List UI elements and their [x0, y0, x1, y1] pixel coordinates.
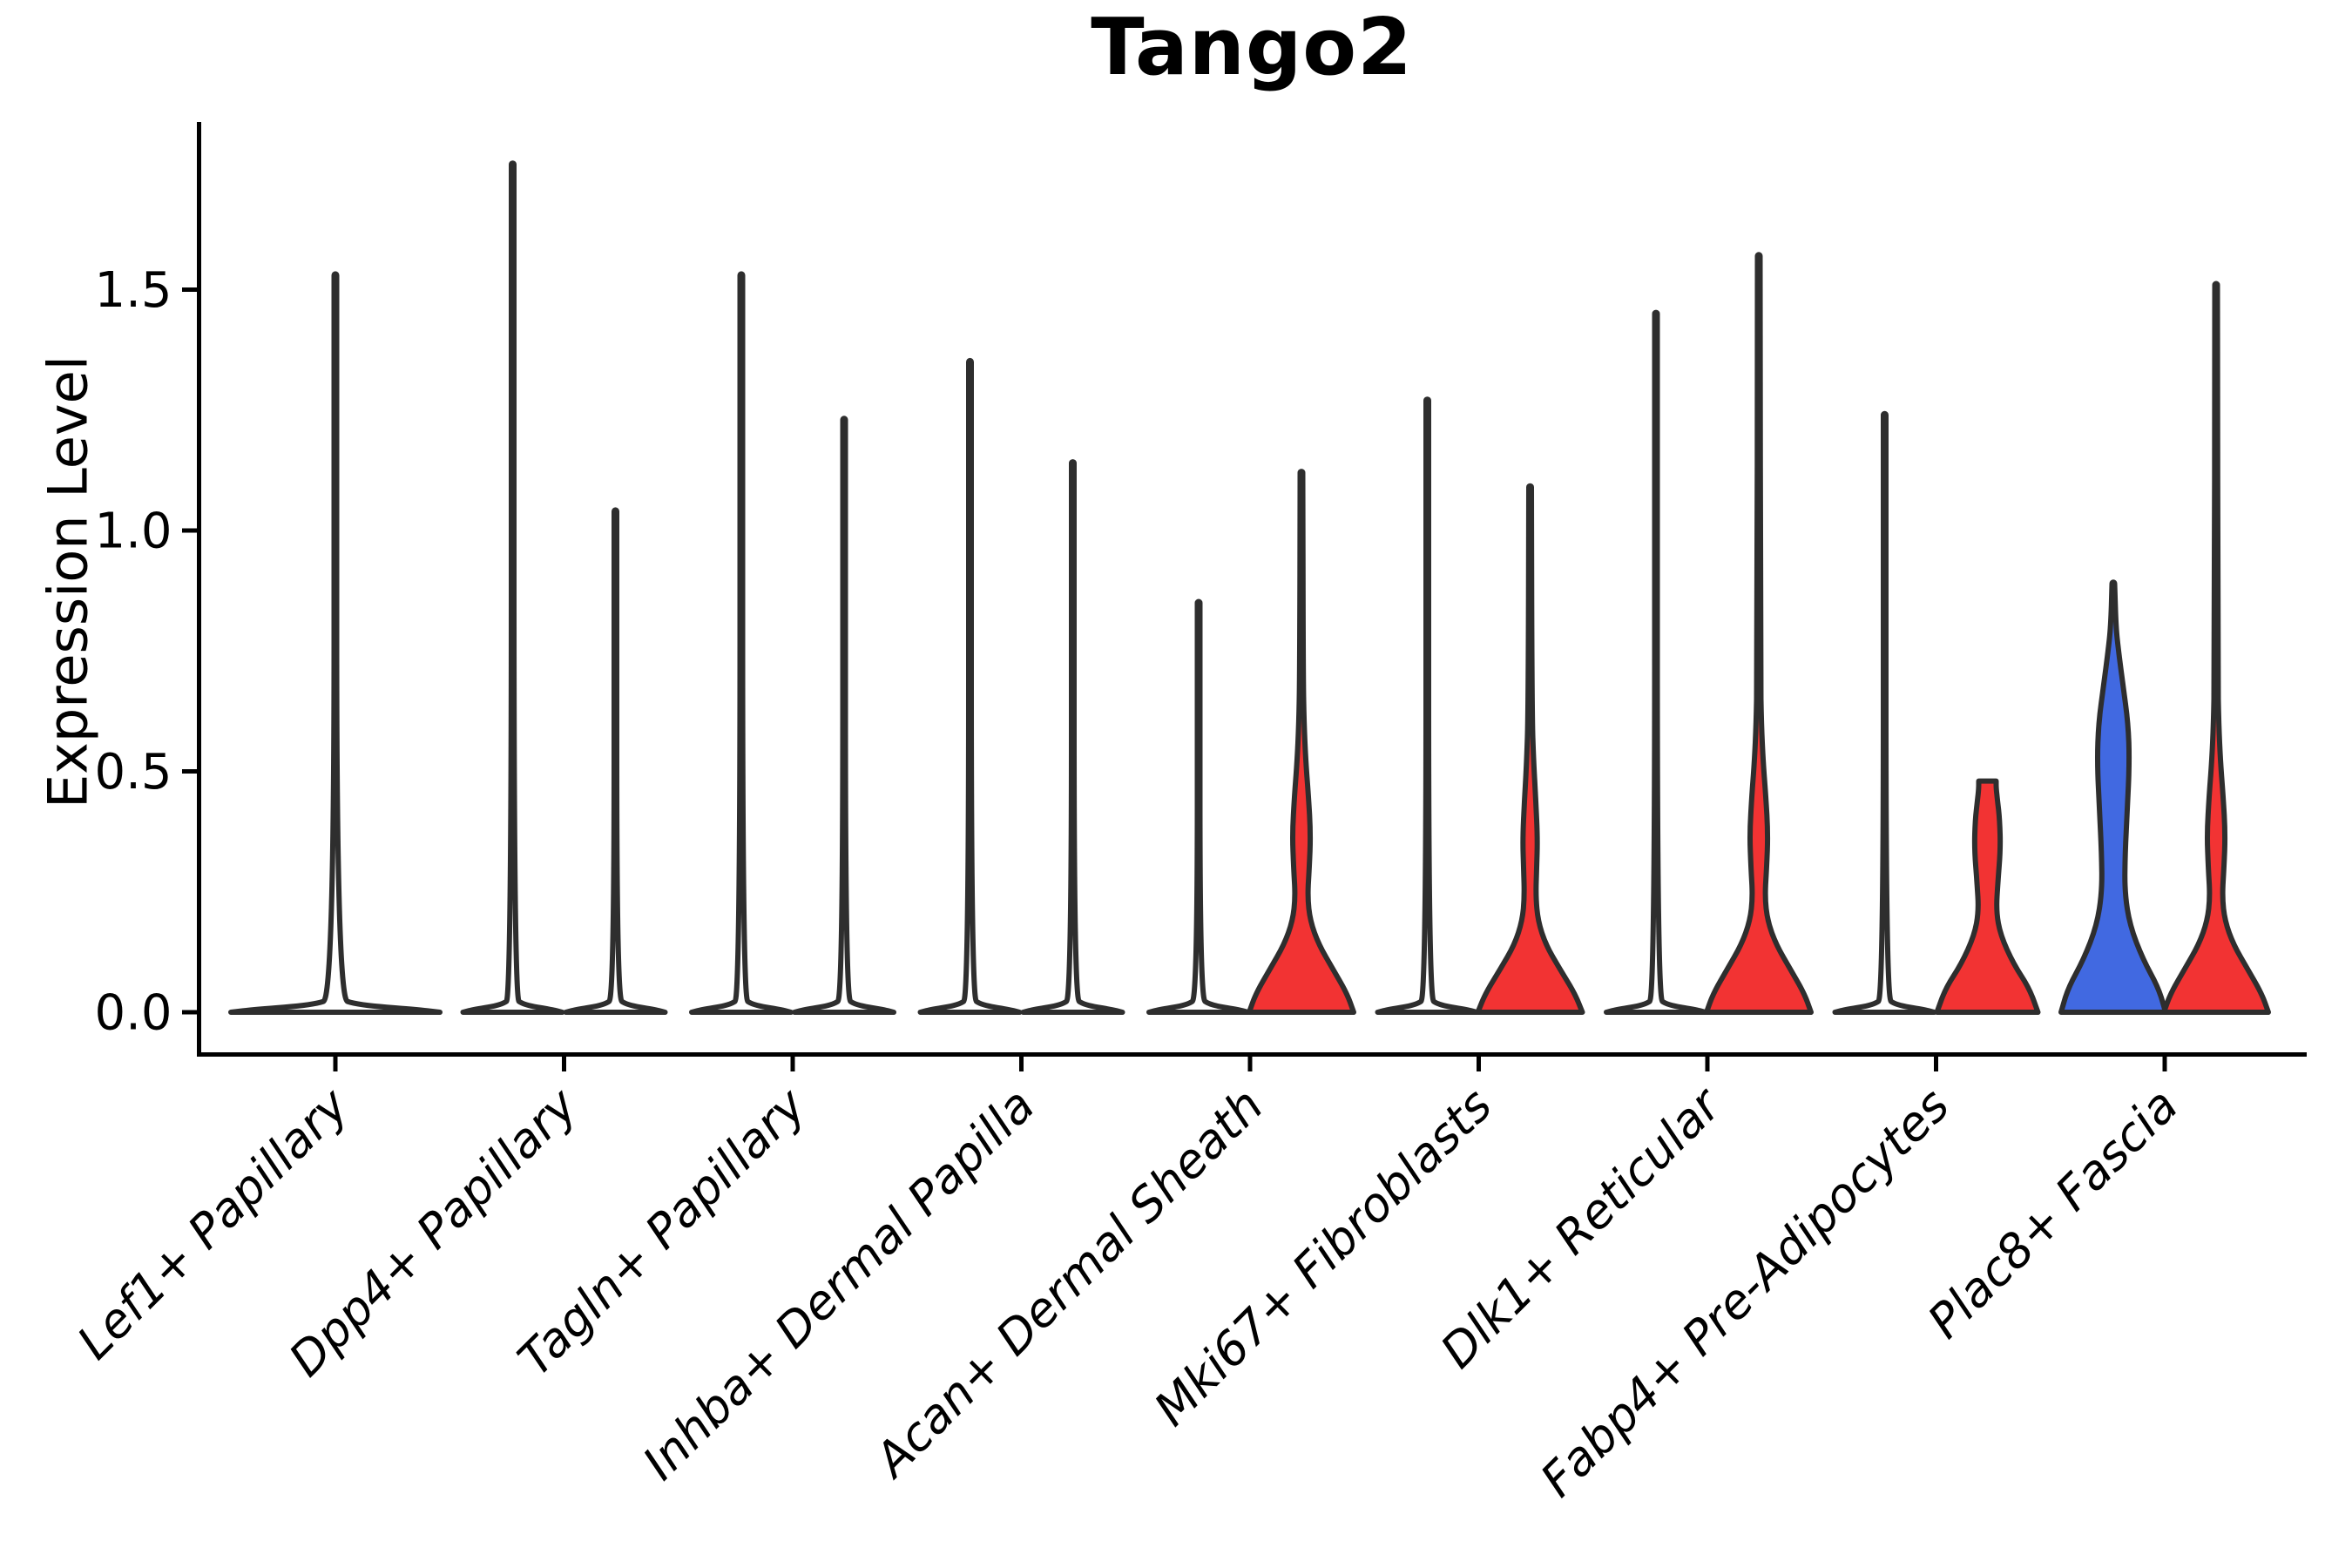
violin-mki67-fibroblasts-right: [1475, 483, 1585, 1015]
violin-fabp4-pre-adipocytes-right: [1934, 778, 2041, 1015]
y-tick-label: 0.5: [94, 744, 172, 801]
x-tick-label: Inhba+ Dermal Papilla: [632, 1078, 1045, 1490]
violin-acan-dermal-sheath-right: [1247, 469, 1356, 1015]
violin-inhba-dermal-papilla-left: [917, 357, 1023, 1015]
violin-acan-dermal-sheath-left: [1146, 598, 1251, 1015]
violin-fabp4-pre-adipocytes-left: [1832, 410, 1937, 1015]
violin-tagln-papillary-left: [689, 271, 794, 1015]
x-tick-label: Plac8+ Fascia: [1917, 1078, 2188, 1348]
violin-lef1-papillary-full: [228, 271, 443, 1015]
violin-dpp4-papillary-left: [460, 160, 565, 1015]
x-tick-label: Acan+ Dermal Sheath: [862, 1078, 1274, 1489]
y-axis-title: Expression Level: [36, 355, 100, 808]
violin-plac8-fascia-right: [2161, 280, 2271, 1015]
chart-title: Tango2: [1091, 2, 1413, 93]
violin-dlk1-reticular-right: [1704, 252, 1814, 1015]
violin-mki67-fibroblasts-left: [1375, 396, 1480, 1015]
violin-plac8-fascia-left: [2058, 579, 2168, 1015]
violin-inhba-dermal-papilla-right: [1020, 459, 1125, 1015]
violin-dlk1-reticular-left: [1604, 309, 1708, 1015]
y-tick-label: 1.0: [94, 504, 172, 560]
violin-tagln-papillary-right: [792, 416, 896, 1015]
violin-dpp4-papillary-right: [563, 507, 668, 1015]
y-tick-label: 1.5: [94, 262, 172, 319]
y-tick-label: 0.0: [94, 985, 172, 1042]
x-tick-label: Fabp4+ Pre-Adipocytes: [1530, 1078, 1959, 1507]
